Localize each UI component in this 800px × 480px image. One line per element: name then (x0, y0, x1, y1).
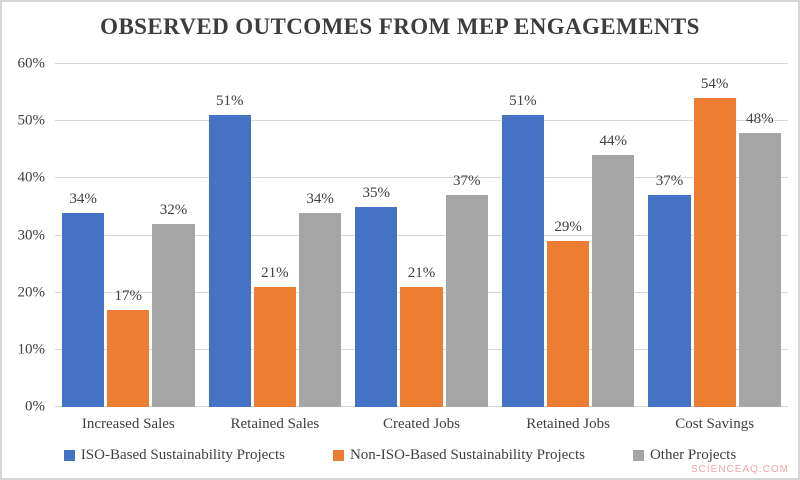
bar-group: 34% 17% 32% (55, 64, 202, 407)
bar: 37% (445, 173, 488, 407)
gridline (55, 63, 788, 64)
bar-group: 51% 29% 44% (495, 64, 642, 407)
bar: 34% (299, 191, 342, 407)
bar-value-label: 44% (599, 133, 628, 150)
bar: 51% (208, 93, 251, 407)
bar-value-label: 21% (407, 264, 436, 281)
legend-swatch (632, 450, 644, 461)
bar: 21% (400, 265, 443, 407)
y-tick-label: 50% (17, 112, 46, 129)
bar-value-label: 34% (69, 190, 97, 207)
legend: ISO-Based Sustainability Projects Non-ISO… (2, 447, 798, 464)
legend-swatch (332, 450, 344, 461)
bar-value-label: 48% (746, 110, 774, 127)
gridline (55, 120, 788, 122)
legend-item: Non-ISO-Based Sustainability Projects (332, 447, 585, 464)
plot-area: 34% 17% 32% 51% 21% 34% 35% 21% 37% 51% 29% 44% 37% 5… (55, 63, 788, 407)
bar-value-label: 51% (509, 93, 537, 110)
bar-value-label: 32% (159, 202, 188, 219)
bar-value-label: 37% (655, 173, 684, 190)
x-category-label: Created Jobs (382, 416, 461, 432)
bar: 29% (546, 219, 590, 407)
bar: 35% (355, 185, 398, 407)
x-category-label: Cost Savings (675, 416, 755, 432)
x-axis-labels: Increased Sales Retained Sales Created Job… (55, 416, 788, 433)
gridline (55, 177, 788, 179)
bar: 54% (693, 76, 736, 407)
bar-value-label: 17% (114, 287, 143, 304)
legend-item: Other Projects (632, 447, 737, 464)
y-tick-label: 20% (17, 284, 46, 301)
bar-value-label: 54% (700, 76, 729, 93)
bar-value-label: 35% (362, 184, 391, 201)
watermark: SCIENCEAQ.COM (690, 464, 789, 475)
legend-label: Non-ISO-Based Sustainability Projects (349, 447, 585, 463)
x-category-label: Increased Sales (81, 416, 175, 432)
y-tick-label: 10% (17, 341, 46, 358)
bar-groups: 34% 17% 32% 51% 21% 34% 35% 21% 37% 51% 29% 44% 37% 5… (55, 64, 788, 407)
bar: 17% (107, 288, 150, 407)
legend-swatch (63, 450, 75, 461)
x-category-label: Retained Jobs (526, 416, 610, 432)
y-tick-label: 0% (25, 398, 45, 415)
bar: 44% (592, 133, 635, 407)
bar-group: 37% 54% 48% (641, 64, 788, 407)
chart-title: OBSERVED OUTCOMES FROM MEP ENGAGEMENTS (100, 14, 700, 39)
y-tick-label: 60% (17, 55, 46, 72)
bar-value-label: 34% (306, 190, 334, 207)
y-axis: 0% 10% 20% 30% 40% 50% 60% (2, 56, 46, 414)
gridline (55, 234, 788, 236)
bar-group: 35% 21% 37% (348, 64, 495, 407)
bar-group: 51% 21% 34% (202, 64, 349, 407)
bar-value-label: 29% (554, 219, 582, 236)
legend-label: ISO-Based Sustainability Projects (80, 447, 285, 463)
bar: 21% (253, 265, 296, 407)
bar: 51% (501, 93, 544, 407)
bar-value-label: 37% (452, 173, 481, 190)
bar: 32% (152, 202, 195, 407)
bar: 48% (738, 111, 781, 407)
x-category-label: Retained Sales (230, 416, 320, 432)
bar: 34% (62, 191, 105, 407)
bar-value-label: 21% (261, 264, 289, 281)
legend-item: ISO-Based Sustainability Projects (63, 447, 285, 464)
bar: 37% (648, 173, 691, 407)
y-tick-label: 30% (17, 227, 46, 243)
bar-value-label: 51% (215, 93, 244, 110)
y-tick-label: 40% (17, 169, 46, 186)
legend-label: Other Projects (649, 447, 737, 463)
